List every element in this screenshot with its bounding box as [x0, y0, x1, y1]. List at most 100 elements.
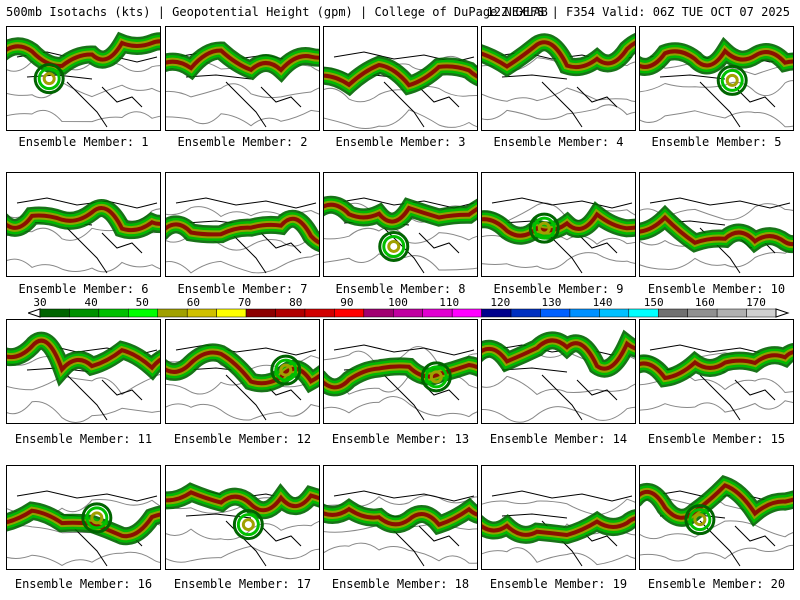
map-panel-svg — [324, 195, 477, 274]
member-label: Ensemble Member: 15 — [647, 432, 786, 446]
height-contour — [482, 104, 635, 121]
member-label: Ensemble Member: 4 — [493, 135, 624, 149]
closed-low — [81, 502, 113, 534]
coastline — [333, 490, 475, 567]
colorbar-segment — [39, 308, 70, 318]
colorbar-segment — [157, 308, 188, 318]
colorbar-segment — [69, 308, 100, 318]
map-panel-svg — [7, 331, 160, 423]
height-contour — [7, 81, 160, 99]
map-panel-svg — [166, 343, 319, 421]
colorbar-tick-label: 90 — [340, 296, 354, 309]
closed-low — [424, 365, 448, 389]
closed-low — [85, 506, 109, 530]
isotach-band — [640, 350, 793, 381]
member-label: Ensemble Member: 17 — [173, 577, 312, 591]
coastline — [175, 197, 317, 274]
ensemble-panel — [165, 319, 320, 424]
colorbar-tick-label: 120 — [490, 296, 511, 309]
height-contour — [482, 498, 635, 516]
height-contour — [482, 87, 635, 102]
colorbar-segment — [657, 308, 688, 318]
isotach-band — [324, 62, 477, 88]
member-label: Ensemble Member: 7 — [177, 282, 308, 296]
height-contour — [324, 396, 477, 418]
member-label: Ensemble Member: 2 — [177, 135, 308, 149]
ensemble-panel — [323, 26, 478, 131]
member-label: Ensemble Member: 19 — [489, 577, 628, 591]
colorbar-segment — [304, 308, 335, 318]
colorbar-tick-label: 150 — [643, 296, 664, 309]
member-label: Ensemble Member: 10 — [647, 282, 786, 296]
colorbar-tick-label: 80 — [289, 296, 303, 309]
closed-low — [532, 216, 556, 240]
colorbar-tick-label: 170 — [746, 296, 766, 309]
height-contour — [324, 227, 477, 244]
member-label: Ensemble Member: 12 — [173, 432, 312, 446]
coastline — [333, 344, 475, 421]
height-contour — [640, 520, 793, 540]
coastline — [491, 197, 633, 274]
colorbar-segment — [128, 308, 159, 318]
closed-low — [537, 221, 551, 235]
ensemble-panel — [481, 26, 636, 131]
ensemble-panel — [481, 319, 636, 424]
colorbar-segment — [451, 308, 482, 318]
colorbar-segment — [540, 308, 571, 318]
ensemble-panel — [6, 26, 161, 131]
coastline — [649, 344, 791, 421]
coastline — [175, 51, 317, 128]
colorbar-right-arrow — [775, 308, 790, 318]
closed-low — [37, 67, 61, 91]
header: 500mb Isotachs (kts) | Geopotential Heig… — [0, 0, 800, 24]
colorbar-segment — [393, 308, 423, 318]
closed-low — [693, 513, 707, 527]
map-panel-svg — [482, 329, 635, 423]
height-contour — [640, 544, 793, 562]
height-contour — [166, 83, 319, 99]
member-label: Ensemble Member: 3 — [335, 135, 466, 149]
closed-low — [420, 361, 452, 393]
colorbar-segment — [363, 308, 394, 318]
colorbar-segment — [186, 308, 217, 318]
colorbar-segment — [569, 308, 600, 318]
isotach-band — [324, 506, 477, 528]
member-label: Ensemble Member: 18 — [331, 577, 470, 591]
colorbar-segment — [275, 308, 306, 318]
coastline — [16, 490, 158, 567]
colorbar-segment — [746, 308, 777, 318]
colorbar-segment — [216, 308, 247, 318]
map-panel-svg — [324, 51, 477, 129]
map-panel-svg — [482, 490, 635, 567]
height-contour — [640, 249, 793, 270]
height-contour — [324, 253, 477, 271]
height-contour — [324, 109, 477, 129]
height-contour — [166, 206, 319, 218]
header-title: 500mb Isotachs (kts) | Geopotential Heig… — [6, 5, 548, 19]
ensemble-panel — [6, 319, 161, 424]
colorbar-tick-label: 100 — [388, 296, 408, 309]
isotach-band — [7, 39, 160, 68]
colorbar-segment — [422, 308, 453, 318]
ensemble-panel — [639, 319, 794, 424]
colorbar-segment — [599, 308, 630, 318]
map-panel-svg — [324, 344, 477, 421]
colorbar-tick-label: 140 — [592, 296, 613, 309]
ensemble-panel — [165, 172, 320, 277]
closed-low — [378, 230, 410, 262]
ensemble-panel — [639, 465, 794, 570]
colorbar-segment — [687, 308, 718, 318]
map-panel-svg — [7, 197, 160, 274]
closed-low — [429, 370, 443, 384]
height-contour — [7, 400, 160, 423]
height-contour — [482, 547, 635, 566]
ensemble-panel — [323, 319, 478, 424]
colorbar-tick-label: 110 — [439, 296, 460, 309]
colorbar-segment — [334, 308, 365, 318]
closed-low — [236, 513, 260, 537]
height-contour — [166, 545, 319, 563]
isotach-band — [324, 362, 477, 390]
member-label: Ensemble Member: 9 — [493, 282, 624, 296]
map-panel-svg — [324, 490, 477, 567]
isotach-band — [482, 40, 635, 70]
